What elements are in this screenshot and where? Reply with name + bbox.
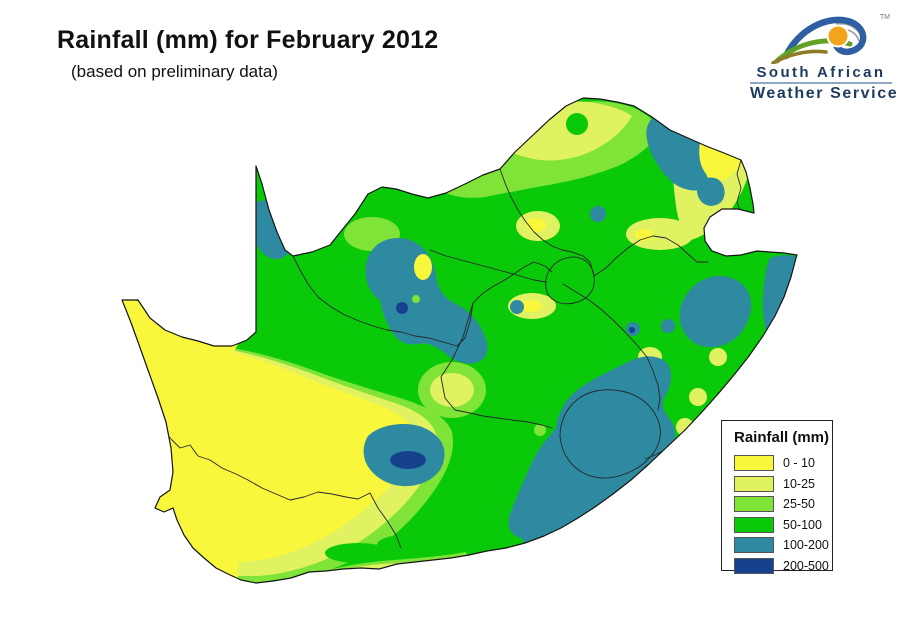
saws-logo: TM South African Weather Service	[750, 6, 899, 103]
legend-label: 50-100	[783, 517, 822, 532]
legend-row: 0 - 10	[734, 453, 832, 474]
trademark-symbol: TM	[879, 14, 890, 21]
rainfall-layer-teal	[248, 107, 797, 545]
rainfall-islet-lime	[412, 295, 420, 303]
legend-label: 200-500	[783, 558, 829, 573]
legend-row: 25-50	[734, 494, 832, 515]
legend-title: Rainfall (mm)	[734, 429, 830, 446]
rainfall-islet-yellow	[414, 254, 432, 280]
logo-text-line1: South African	[756, 64, 886, 81]
legend-row: 200-500	[734, 556, 832, 577]
legend-label: 0 - 10	[783, 456, 815, 471]
rainfall-islet-lime-2	[534, 424, 546, 436]
legend-label: 25-50	[783, 497, 815, 512]
legend-swatch-10-25	[734, 475, 774, 492]
legend-label: 100-200	[783, 538, 829, 553]
legend-swatch-100-200	[734, 537, 774, 554]
rainfall-layer-green-patches	[325, 113, 588, 563]
legend-swatch-50-100	[734, 516, 774, 533]
page-title: Rainfall (mm) for February 2012	[57, 26, 439, 54]
country-outline	[121, 97, 798, 584]
map-legend: Rainfall (mm) 0 - 10 10-25 25-50 50-100 …	[721, 420, 833, 574]
logo-divider	[750, 82, 892, 84]
legend-swatch-25-50	[734, 496, 774, 513]
legend-row: 50-100	[734, 515, 832, 536]
sun-icon	[826, 24, 850, 48]
saws-swirl-icon	[771, 16, 867, 64]
legend-swatch-200-500	[734, 557, 774, 574]
legend-swatch-0-10	[734, 455, 774, 472]
logo-text-line2: Weather Service	[750, 85, 899, 102]
legend-row: 100-200	[734, 535, 832, 556]
province-borders	[162, 159, 742, 549]
legend-label: 10-25	[783, 476, 815, 491]
lesotho-border	[559, 389, 661, 479]
rainfall-layer-navy	[390, 302, 635, 469]
legend-row: 10-25	[734, 474, 832, 495]
page-subtitle: (based on preliminary data)	[71, 62, 278, 81]
